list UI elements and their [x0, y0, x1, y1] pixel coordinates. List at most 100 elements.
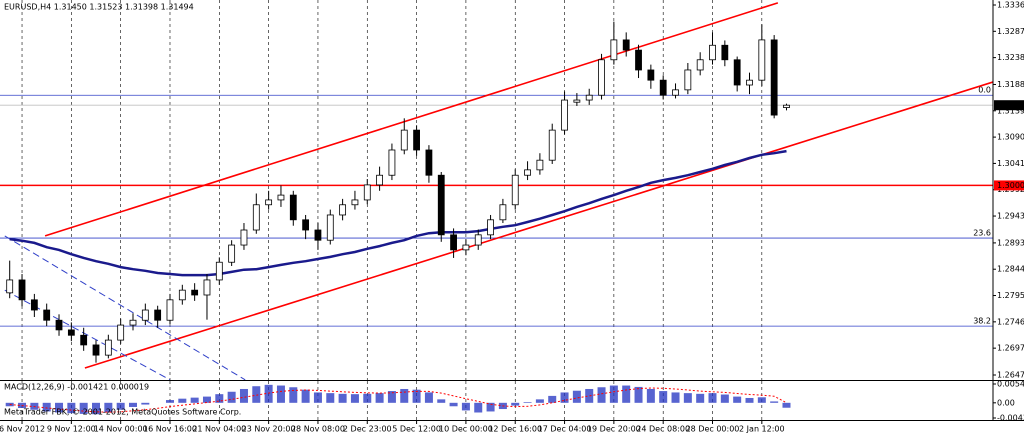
- candle-body: [18, 279, 26, 301]
- candle-body: [326, 214, 334, 241]
- level-label: 38.2: [973, 317, 991, 326]
- trend-line: [4, 289, 171, 380]
- macd-bar: [178, 398, 187, 403]
- macd-panel: [5, 381, 791, 420]
- macd-bar: [782, 402, 791, 408]
- y-tick-label: 1.30900: [997, 133, 1024, 142]
- y-tick-label: 0.00: [997, 398, 1015, 407]
- macd-bar: [165, 400, 174, 403]
- candle-body: [339, 204, 347, 216]
- x-tick-label: 16 Nov 16:00: [143, 425, 197, 434]
- candle-body: [191, 289, 199, 296]
- x-tick-label: 28 Dec 00:00: [686, 425, 740, 434]
- macd-bar: [141, 402, 150, 405]
- candle-body: [289, 194, 297, 221]
- candle-body: [43, 309, 51, 321]
- copyright: MetaTrader FBK, © 2001-2012, MetaQuotes …: [4, 408, 241, 417]
- candle-body: [92, 344, 100, 356]
- signal-line: [9, 387, 787, 413]
- macd-bar: [535, 399, 544, 403]
- macd-bar: [252, 386, 261, 403]
- candle-body: [376, 174, 384, 186]
- macd-bar: [239, 388, 248, 403]
- moving-average: [9, 149, 787, 277]
- candle-body: [117, 324, 125, 341]
- candle-body: [462, 244, 470, 251]
- macd-bar: [523, 402, 532, 403]
- trend-line: [44, 2, 779, 237]
- macd-bar: [622, 385, 631, 403]
- macd-title: MACD(12,26,9) -0.001421 0.000019: [4, 383, 149, 392]
- y-tick-label: 1.28930: [997, 238, 1024, 247]
- y-tick-label: 1.32870: [997, 27, 1024, 36]
- candle-body: [573, 99, 581, 103]
- macd-bar: [313, 392, 322, 403]
- macd-bar: [363, 393, 372, 403]
- macd-bar: [202, 396, 211, 403]
- candle-body: [265, 199, 273, 206]
- macd-bar: [326, 393, 335, 403]
- macd-bar: [424, 392, 433, 403]
- candle-body: [598, 59, 605, 96]
- macd-bar: [757, 397, 766, 403]
- y-tick-label: 1.32380: [997, 53, 1024, 62]
- candle-body: [400, 129, 408, 151]
- x-tick-label: 9 Nov 12:00: [47, 425, 96, 434]
- macd-bar: [671, 392, 680, 403]
- candle-body: [80, 334, 88, 346]
- candle-body: [363, 184, 371, 201]
- candle-body: [524, 169, 531, 176]
- macd-bar: [412, 389, 421, 403]
- macd-bar: [42, 402, 51, 412]
- macd-bar: [646, 388, 655, 403]
- candle-body: [770, 39, 778, 116]
- macd-bar: [104, 402, 113, 413]
- candle-body: [6, 279, 14, 294]
- candle-body: [203, 279, 211, 296]
- macd-bar: [461, 402, 470, 411]
- x-tick-label: 19 Dec 20:00: [587, 425, 641, 434]
- macd-bar: [548, 395, 557, 403]
- candle-body: [696, 59, 704, 71]
- candle-body: [166, 299, 174, 321]
- macd-bar: [770, 401, 779, 403]
- x-tick-label: 28 Nov 08:00: [291, 425, 345, 434]
- macd-bar: [375, 393, 384, 403]
- candle-body: [228, 244, 236, 263]
- macd-bar: [449, 402, 458, 407]
- y-tick-label: 1.29430: [997, 212, 1024, 221]
- macd-bar: [400, 388, 409, 403]
- candle-body: [314, 229, 322, 241]
- candle-body: [129, 319, 137, 326]
- y-tick-label: -0.00439: [997, 413, 1024, 422]
- candle-body: [30, 299, 38, 311]
- macd-bar: [683, 393, 692, 403]
- candle-body: [178, 289, 186, 301]
- macd-bar: [609, 385, 618, 403]
- candle-body: [647, 69, 655, 81]
- macd-bar: [720, 394, 729, 403]
- level-tag: [994, 180, 1024, 191]
- macd-bar: [486, 402, 495, 412]
- candle-body: [684, 69, 692, 91]
- candle-body: [721, 44, 729, 61]
- candle-body: [437, 174, 445, 236]
- macd-bar: [338, 393, 347, 403]
- macd-bar: [92, 402, 101, 415]
- macd-bar: [597, 387, 606, 403]
- macd-bar: [511, 402, 520, 406]
- last-price-label: 1.31494: [997, 101, 1024, 110]
- candle-body: [351, 199, 359, 206]
- candle-body: [746, 79, 753, 86]
- candle-body: [277, 194, 285, 201]
- macd-bar: [227, 391, 236, 403]
- candle-body: [499, 204, 507, 221]
- candle-body: [622, 39, 630, 51]
- macd-bar: [474, 402, 483, 413]
- y-tick-label: 1.30410: [997, 159, 1024, 168]
- level-label: 23.6: [973, 229, 991, 238]
- y-tick-label: 0.00544: [997, 380, 1024, 389]
- y-tick-label: 1.31390: [997, 106, 1024, 115]
- candle-body: [733, 59, 741, 86]
